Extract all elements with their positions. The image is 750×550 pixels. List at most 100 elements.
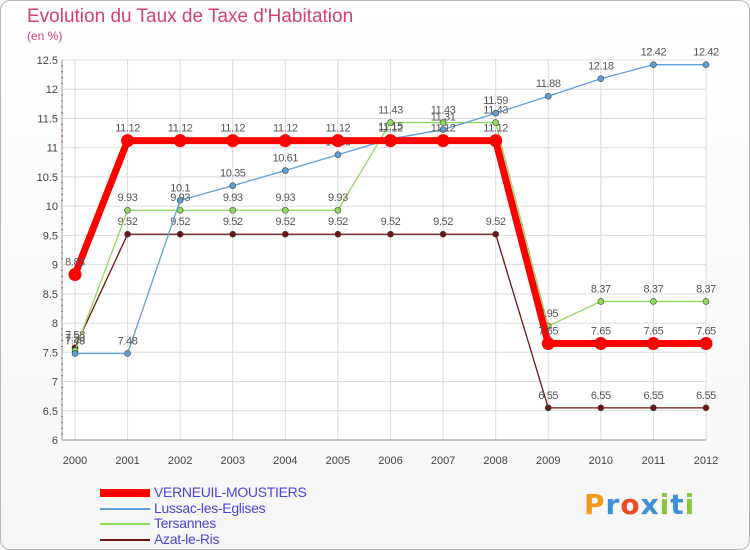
- data-point: [384, 134, 397, 148]
- data-label: 7.65: [696, 326, 716, 338]
- y-tick-label: 9.5: [43, 230, 58, 242]
- data-label: 9.93: [118, 192, 138, 204]
- y-tick-label: 10.5: [37, 172, 58, 184]
- x-tick-label: 2007: [431, 455, 455, 467]
- y-tick-label: 12: [46, 84, 58, 96]
- y-tick-label: 9: [52, 260, 58, 272]
- x-tick-label: 2011: [642, 455, 666, 467]
- chart-title: Evolution du Taux de Taxe d'Habitation: [27, 6, 354, 27]
- x-tick-label: 2010: [589, 455, 613, 467]
- legend-swatch: [100, 523, 150, 525]
- data-point: [124, 350, 131, 357]
- data-point: [439, 230, 447, 238]
- data-label: 9.52: [275, 216, 295, 228]
- logo-letter: i: [659, 488, 671, 521]
- data-label: 11.12: [220, 123, 245, 135]
- data-point: [439, 126, 447, 133]
- legend-label: Lussac-les-Eglises: [154, 499, 266, 516]
- y-tick-label: 6: [52, 435, 58, 447]
- data-point: [492, 109, 499, 117]
- data-label: 11.12: [483, 123, 508, 135]
- data-point: [387, 230, 394, 238]
- data-label: 6.55: [696, 390, 716, 402]
- data-label: 9.52: [328, 216, 348, 228]
- data-point: [282, 167, 289, 174]
- data-point: [229, 230, 237, 238]
- data-label: 8.37: [591, 283, 611, 295]
- y-tick-label: 11: [47, 143, 58, 155]
- data-label: 12.42: [693, 47, 719, 59]
- data-label: 10.1: [170, 182, 190, 194]
- data-label: 7.48: [118, 335, 138, 347]
- data-point: [541, 337, 555, 351]
- data-label: 9.93: [275, 192, 295, 204]
- legend-swatch: [100, 538, 150, 541]
- data-label: 6.55: [591, 390, 611, 402]
- data-point: [173, 134, 187, 148]
- x-tick-label: 2004: [273, 455, 297, 467]
- data-point: [278, 134, 292, 148]
- data-point: [597, 75, 605, 83]
- data-point: [702, 298, 710, 305]
- data-point: [124, 230, 131, 238]
- data-point: [594, 337, 608, 351]
- data-point: [544, 92, 552, 100]
- legend-label: Azat-le-Ris: [154, 530, 220, 547]
- legend-swatch: [100, 489, 150, 497]
- data-label: 7.48: [65, 335, 85, 347]
- data-label: 10.35: [220, 168, 246, 180]
- data-point: [226, 134, 240, 148]
- data-label: 9.52: [170, 216, 190, 228]
- data-label: 11.43: [431, 105, 456, 117]
- data-point: [597, 404, 605, 412]
- data-point: [176, 230, 184, 238]
- x-tick-label: 2003: [221, 455, 245, 467]
- data-label: 11.12: [326, 123, 351, 135]
- data-point: [71, 350, 79, 357]
- data-point: [436, 134, 450, 148]
- data-label: 8.83: [65, 257, 85, 269]
- data-label: 9.52: [118, 216, 138, 228]
- data-label: 7.65: [644, 326, 664, 338]
- x-tick-label: 2006: [378, 455, 402, 467]
- logo-letter: x: [640, 488, 660, 521]
- data-label: 7.65: [591, 326, 611, 338]
- data-label: 9.52: [433, 216, 453, 228]
- logo-letter: i: [684, 488, 696, 521]
- data-label: 11.12: [168, 123, 193, 135]
- x-tick-label: 2005: [326, 455, 350, 467]
- data-point: [702, 61, 710, 68]
- x-tick-label: 2000: [63, 455, 87, 467]
- data-label: 11.12: [115, 123, 140, 135]
- y-tick-label: 10: [46, 201, 58, 213]
- data-label: 7.58: [65, 330, 85, 342]
- data-point: [489, 134, 503, 148]
- legend-label: Tersannes: [154, 515, 216, 531]
- data-label: 9.52: [223, 216, 243, 228]
- logo-letter: t: [670, 488, 685, 521]
- proxiti-logo: Proxiti: [584, 488, 695, 521]
- data-point: [229, 182, 237, 189]
- x-tick-label: 2001: [115, 455, 139, 467]
- data-label: 6.55: [538, 390, 558, 402]
- y-tick-label: 12.5: [37, 55, 58, 67]
- data-point: [439, 119, 447, 126]
- data-point: [282, 230, 289, 238]
- legend-swatch: [100, 507, 150, 510]
- data-label: 11.12: [431, 123, 456, 135]
- data-label: 11.59: [483, 95, 508, 107]
- data-label: 11.15: [378, 121, 403, 133]
- data-point: [492, 230, 499, 238]
- data-point: [176, 197, 184, 204]
- y-tick-label: 8.5: [43, 289, 58, 301]
- data-point: [282, 206, 289, 214]
- data-point: [229, 206, 237, 214]
- data-point: [121, 134, 135, 148]
- x-tick-label: 2002: [168, 455, 192, 467]
- logo-letter: P: [584, 488, 606, 521]
- data-label: 11.12: [378, 123, 403, 135]
- data-label: 10.61: [273, 152, 299, 164]
- data-label: 12.42: [641, 47, 667, 59]
- data-point: [334, 230, 342, 238]
